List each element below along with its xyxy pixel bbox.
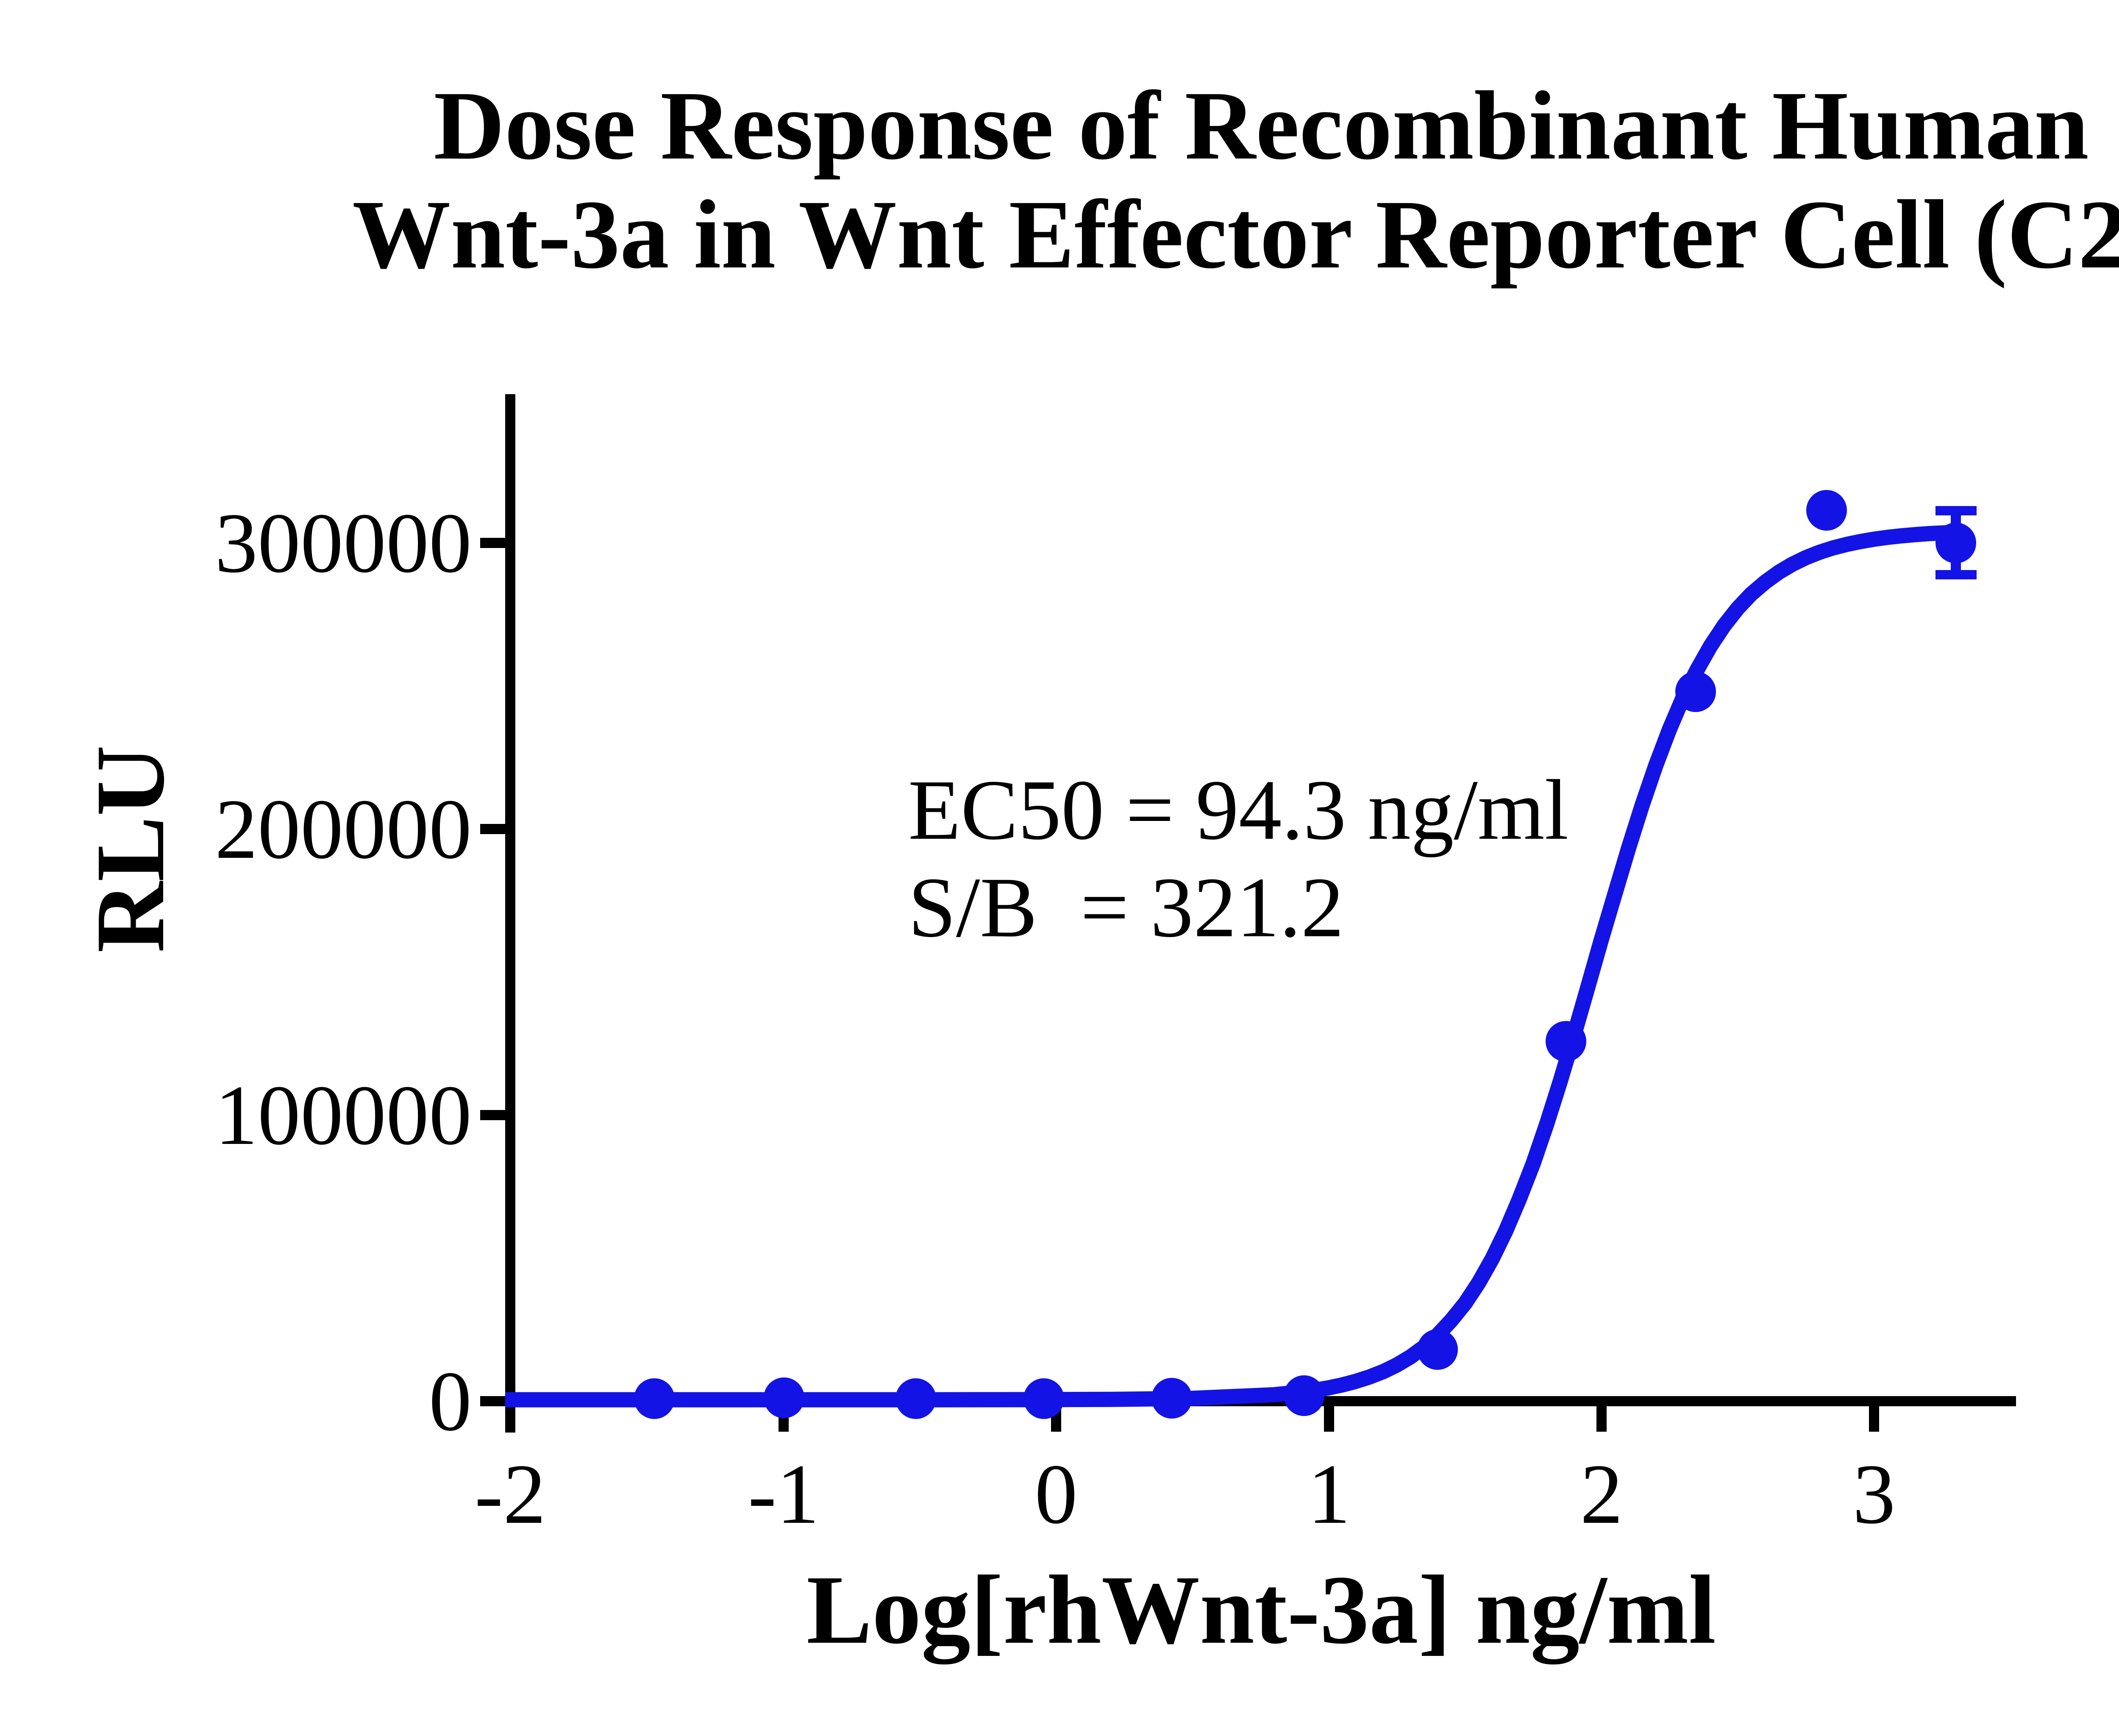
svg-text:RLU: RLU bbox=[76, 745, 185, 953]
svg-text:S/B = 321.2: S/B = 321.2 bbox=[908, 860, 1344, 955]
svg-text:Dose Response of Recombinant H: Dose Response of Recombinant Human bbox=[434, 71, 2088, 180]
svg-text:0: 0 bbox=[429, 1354, 472, 1449]
svg-text:100000: 100000 bbox=[215, 1068, 472, 1163]
svg-text:3: 3 bbox=[1853, 1447, 1896, 1541]
svg-text:Log[rhWnt-3a] ng/ml: Log[rhWnt-3a] ng/ml bbox=[806, 1555, 1716, 1664]
svg-text:300000: 300000 bbox=[215, 495, 472, 590]
svg-text:-1: -1 bbox=[748, 1447, 819, 1541]
svg-text:-2: -2 bbox=[475, 1447, 546, 1541]
svg-text:2: 2 bbox=[1580, 1447, 1623, 1541]
svg-text:Wnt-3a in Wnt Effector Reporte: Wnt-3a in Wnt Effector Reporter Cell (C2… bbox=[352, 180, 2119, 289]
svg-text:EC50 = 94.3 ng/ml: EC50 = 94.3 ng/ml bbox=[908, 762, 1568, 857]
svg-text:1: 1 bbox=[1308, 1447, 1351, 1541]
svg-text:200000: 200000 bbox=[215, 782, 472, 876]
svg-text:0: 0 bbox=[1035, 1447, 1078, 1541]
